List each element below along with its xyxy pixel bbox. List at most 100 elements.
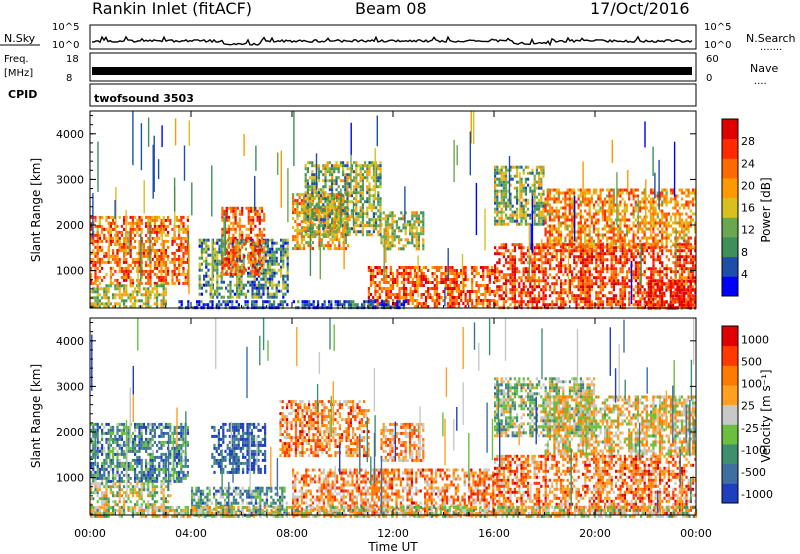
echo-cell xyxy=(391,241,394,245)
echo-cell xyxy=(584,258,587,262)
echo-cell xyxy=(307,199,310,203)
echo-cell xyxy=(457,296,461,299)
echo-cell xyxy=(661,276,664,280)
echo-cell xyxy=(236,268,239,272)
echo-cell xyxy=(147,254,150,258)
echo-cell xyxy=(538,213,541,217)
echo-cell xyxy=(249,251,253,255)
echo-cell xyxy=(555,191,558,195)
echo-cell xyxy=(584,261,587,265)
echo-cell xyxy=(444,266,447,269)
echo-cell xyxy=(296,208,299,212)
echo-cell xyxy=(98,287,101,291)
echo-cell xyxy=(309,212,312,216)
echo-cell xyxy=(236,272,239,276)
echo-cell xyxy=(623,276,626,280)
echo-cell xyxy=(335,182,338,186)
echo-cell xyxy=(164,233,167,237)
echo-cell xyxy=(105,215,108,219)
echo-cell xyxy=(509,177,512,181)
echo-cell xyxy=(171,227,174,231)
echo-cell xyxy=(340,232,343,236)
echo-cell xyxy=(223,260,226,264)
echo-cell xyxy=(214,268,217,272)
echo-cell xyxy=(131,236,134,240)
echo-cell xyxy=(344,182,347,186)
echo-cell xyxy=(207,268,210,272)
echo-cell xyxy=(153,248,156,252)
echo-cell xyxy=(511,291,514,295)
echo-cell xyxy=(531,264,534,268)
echo-cell xyxy=(619,267,622,271)
echo-cell xyxy=(457,284,461,287)
echo-cell xyxy=(258,262,261,266)
echo-cell xyxy=(494,165,497,169)
echo-cell xyxy=(160,299,163,303)
echo-cell xyxy=(184,236,187,240)
echo-cell xyxy=(262,250,265,254)
echo-cell xyxy=(357,185,360,189)
echo-cell xyxy=(615,255,618,259)
echo-cell xyxy=(129,239,132,243)
echo-cell xyxy=(379,230,382,234)
echo-cell xyxy=(494,303,497,307)
echo-cell xyxy=(372,296,375,299)
echo-cell xyxy=(234,260,237,264)
echo-cell xyxy=(375,212,378,216)
echo-cell xyxy=(94,302,97,306)
echo-cell xyxy=(553,188,556,192)
echo-cell xyxy=(249,215,253,219)
echo-cell xyxy=(522,246,525,250)
echo-cell xyxy=(263,233,266,237)
echo-cell xyxy=(455,287,458,290)
echo-cell xyxy=(623,255,626,259)
echo-cell xyxy=(296,223,299,227)
echo-cell xyxy=(617,303,620,307)
echo-cell xyxy=(694,267,697,271)
echo-cell xyxy=(490,269,494,272)
echo-cell xyxy=(494,168,497,172)
echo-cell xyxy=(606,249,609,253)
echo-cell xyxy=(555,242,558,246)
echo-cell xyxy=(588,273,591,277)
echo-cell xyxy=(513,279,516,283)
echo-cell xyxy=(333,218,336,222)
echo-cell xyxy=(258,292,261,296)
echo-cell xyxy=(372,194,375,198)
echo-cell xyxy=(218,238,221,242)
echo-cell xyxy=(252,248,255,252)
echo-cell xyxy=(601,255,604,259)
echo-cell xyxy=(227,266,231,270)
echo-cell xyxy=(540,177,543,181)
echo-cell xyxy=(353,176,356,180)
echo-cell xyxy=(641,243,644,247)
echo-cell xyxy=(366,206,369,210)
nave-dots: .... xyxy=(754,76,767,87)
echo-cell xyxy=(236,266,239,270)
echo-cell xyxy=(464,275,467,278)
echo-cell xyxy=(531,258,534,262)
echo-cell xyxy=(234,254,237,258)
echo-cell xyxy=(586,243,589,247)
echo-cell xyxy=(562,197,565,201)
echo-cell xyxy=(400,211,403,215)
echo-cell xyxy=(245,239,248,243)
echo-cell xyxy=(429,293,432,296)
echo-cell xyxy=(457,272,461,275)
echo-cell xyxy=(249,230,253,234)
echo-cell xyxy=(601,282,604,286)
echo-cell xyxy=(320,170,323,174)
echo-cell xyxy=(236,274,239,278)
echo-cell xyxy=(372,206,375,210)
echo-cell xyxy=(153,251,156,255)
echo-cell xyxy=(328,179,331,183)
echo-cell xyxy=(582,258,585,262)
echo-cell xyxy=(311,179,314,183)
echo-cell xyxy=(266,280,269,284)
echo-cell xyxy=(333,170,336,174)
echo-cell xyxy=(516,210,519,214)
echo-cell xyxy=(471,266,474,269)
echo-cell xyxy=(505,216,508,220)
echo-cell xyxy=(500,189,503,193)
echo-cell xyxy=(322,209,325,213)
